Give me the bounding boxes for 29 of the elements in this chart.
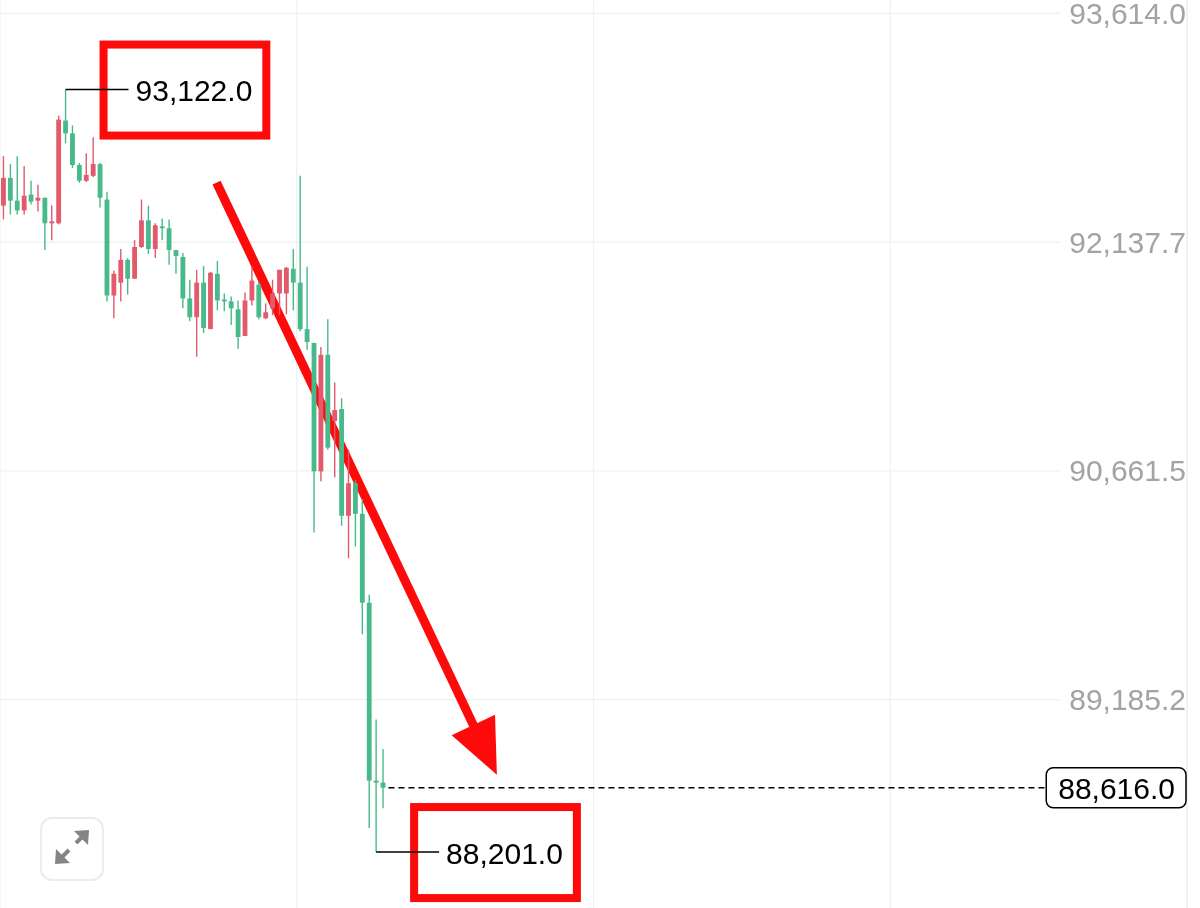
- candlestick: [249, 266, 255, 307]
- y-tick-label: 92,137.7: [1069, 225, 1186, 259]
- candlestick: [21, 165, 27, 216]
- candlestick: [14, 155, 20, 216]
- annotation: 93,122.0: [135, 74, 253, 108]
- candlestick: [228, 295, 234, 326]
- candlestick: [152, 222, 158, 259]
- candlestick: [49, 204, 55, 241]
- candlestick: [63, 88, 68, 145]
- candlestick: [111, 270, 117, 319]
- annotation: 88,201.0: [446, 836, 563, 870]
- candlestick: [373, 718, 379, 853]
- candlestick: [270, 278, 276, 316]
- candlestick: [290, 248, 296, 312]
- candlestick: [7, 163, 13, 216]
- ref-line-label: 88,616.0: [1058, 772, 1176, 806]
- candlestick: [304, 266, 310, 351]
- y-tick-label: 93,614.0: [1069, 0, 1186, 30]
- candlestick: [83, 152, 89, 183]
- candlestick: [332, 381, 338, 478]
- candlestick: [76, 162, 82, 184]
- y-tick-label: 89,185.2: [1069, 683, 1186, 717]
- candlestick: [277, 269, 282, 316]
- candlestick: [187, 278, 193, 322]
- candlestick: [118, 248, 124, 303]
- y-tick-label: 90,661.5: [1069, 454, 1186, 488]
- candlestick: [90, 136, 96, 178]
- candlestick: [125, 257, 131, 296]
- candlestick: [159, 217, 165, 241]
